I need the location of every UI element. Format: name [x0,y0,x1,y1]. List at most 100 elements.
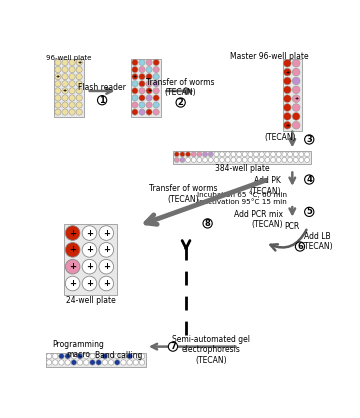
Circle shape [132,102,138,108]
Circle shape [127,360,132,365]
Circle shape [55,102,61,108]
Circle shape [84,354,89,359]
Circle shape [237,158,242,163]
Circle shape [76,74,82,80]
Circle shape [292,121,300,129]
Text: Add PK
(TECAN): Add PK (TECAN) [249,176,281,196]
Circle shape [292,86,300,94]
Circle shape [90,360,95,365]
Circle shape [292,104,300,111]
Text: +: + [103,229,110,237]
Circle shape [55,95,61,101]
Circle shape [299,152,304,157]
Circle shape [288,152,293,157]
Circle shape [121,360,126,365]
Circle shape [153,95,159,101]
Circle shape [55,109,61,115]
Circle shape [208,158,213,163]
Circle shape [46,354,52,359]
Circle shape [76,109,82,115]
Circle shape [225,152,230,157]
Circle shape [69,59,75,66]
Text: +: + [69,229,76,237]
Text: +: + [103,245,110,255]
Circle shape [305,135,314,144]
Bar [64,224,117,295]
Text: Master 96-well plate: Master 96-well plate [230,53,309,61]
Circle shape [305,152,310,157]
Circle shape [114,360,120,365]
Circle shape [283,86,291,94]
Circle shape [82,226,97,240]
Circle shape [153,109,159,115]
Circle shape [132,95,138,101]
Circle shape [271,158,275,163]
Text: +: + [56,74,60,79]
Circle shape [174,152,179,157]
Circle shape [133,354,139,359]
Circle shape [65,276,80,291]
Circle shape [305,158,310,163]
Circle shape [180,158,185,163]
Circle shape [283,77,291,85]
Circle shape [127,354,132,359]
Circle shape [259,158,264,163]
Circle shape [71,354,77,359]
Circle shape [253,158,258,163]
Circle shape [146,74,152,80]
Text: +: + [285,123,289,128]
Circle shape [82,259,97,274]
Text: +: + [147,88,151,93]
Circle shape [65,354,70,359]
Circle shape [265,158,270,163]
Circle shape [90,354,95,359]
Circle shape [146,66,152,73]
Circle shape [55,81,61,87]
Circle shape [191,152,196,157]
Circle shape [288,158,293,163]
Circle shape [283,59,291,67]
Text: Flash reader: Flash reader [78,82,126,92]
Circle shape [197,158,202,163]
Circle shape [69,95,75,101]
Circle shape [276,158,281,163]
Circle shape [99,259,114,274]
Circle shape [132,88,138,94]
Circle shape [253,152,258,157]
Circle shape [271,152,275,157]
Circle shape [265,152,270,157]
Circle shape [69,88,75,94]
Text: +: + [63,88,67,93]
Text: Add PCR mix
(TECAN): Add PCR mix (TECAN) [234,209,283,229]
Circle shape [62,102,68,108]
Circle shape [295,242,305,251]
Circle shape [65,226,80,240]
Circle shape [77,354,83,359]
Circle shape [76,88,82,94]
Text: PCR: PCR [285,222,300,231]
Circle shape [69,109,75,115]
Circle shape [214,152,219,157]
Circle shape [62,74,68,80]
Circle shape [132,66,138,73]
Circle shape [146,88,152,94]
Circle shape [146,59,152,66]
Circle shape [305,207,314,217]
Circle shape [259,152,264,157]
Text: +: + [69,262,76,271]
Text: +: + [86,262,93,271]
Circle shape [139,95,145,101]
Circle shape [283,68,291,76]
Text: 96-well plate: 96-well plate [46,55,92,61]
Circle shape [59,354,64,359]
Text: Semi-automated gel
electrophoresis
(TECAN): Semi-automated gel electrophoresis (TECA… [172,335,251,365]
Circle shape [76,81,82,87]
Circle shape [146,95,152,101]
Circle shape [248,158,253,163]
Circle shape [153,81,159,87]
Circle shape [153,88,159,94]
Circle shape [99,226,114,240]
Circle shape [71,360,77,365]
Circle shape [139,59,145,66]
Circle shape [55,74,61,80]
